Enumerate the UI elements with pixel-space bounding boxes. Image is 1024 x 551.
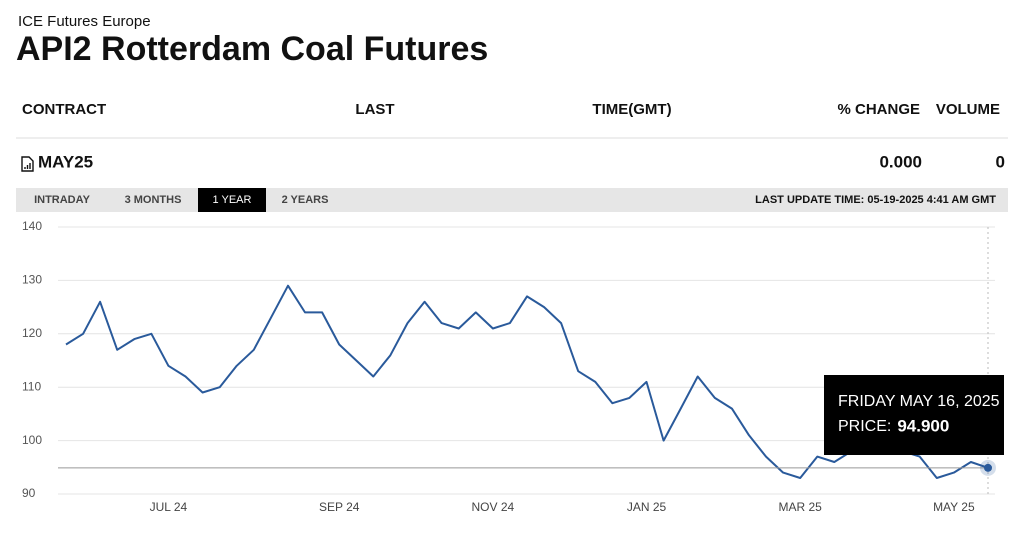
column-header: VOLUME <box>936 101 1000 118</box>
tab-bar <box>16 188 1008 212</box>
tab[interactable]: 1 YEAR <box>213 194 252 206</box>
tooltip <box>824 375 1004 455</box>
tab-active-bg <box>198 188 266 212</box>
tab[interactable]: INTRADAY <box>34 194 90 206</box>
column-header: LAST <box>355 101 394 118</box>
y-tick-label: 110 <box>22 379 41 393</box>
hover-point <box>984 463 992 472</box>
x-tick-label: JAN 25 <box>627 500 667 514</box>
x-tick-label: JUL 24 <box>150 500 188 514</box>
price-line <box>65 284 989 479</box>
x-tick-label: MAR 25 <box>779 500 823 514</box>
tooltip-value: 94.900 <box>897 416 949 435</box>
y-tick-label: 90 <box>22 486 36 500</box>
tab[interactable]: 2 YEARS <box>282 194 329 206</box>
x-tick-label: NOV 24 <box>472 500 515 514</box>
percent-change: 0.000 <box>879 152 922 171</box>
column-header: % CHANGE <box>837 101 920 118</box>
x-tick-label: MAY 25 <box>933 500 975 514</box>
column-header: TIME(GMT) <box>592 101 671 118</box>
column-header: CONTRACT <box>22 101 106 118</box>
tooltip-date: FRIDAY MAY 16, 2025 <box>838 393 1000 410</box>
volume: 0 <box>996 152 1005 171</box>
subtitle: ICE Futures Europe <box>18 13 151 30</box>
file-icon <box>21 156 34 172</box>
contract[interactable]: MAY25 <box>38 152 93 171</box>
y-tick-label: 120 <box>22 326 42 340</box>
y-tick-label: 130 <box>22 273 42 287</box>
tab[interactable]: 3 MONTHS <box>125 194 182 206</box>
title: API2 Rotterdam Coal Futures <box>16 30 488 68</box>
x-tick-label: SEP 24 <box>319 500 360 514</box>
y-tick-label: 100 <box>22 433 42 447</box>
y-tick-label: 140 <box>22 219 42 233</box>
last-update: LAST UPDATE TIME: 05-19-2025 4:41 AM GMT <box>755 194 996 206</box>
tooltip-label: PRICE: <box>838 418 891 435</box>
